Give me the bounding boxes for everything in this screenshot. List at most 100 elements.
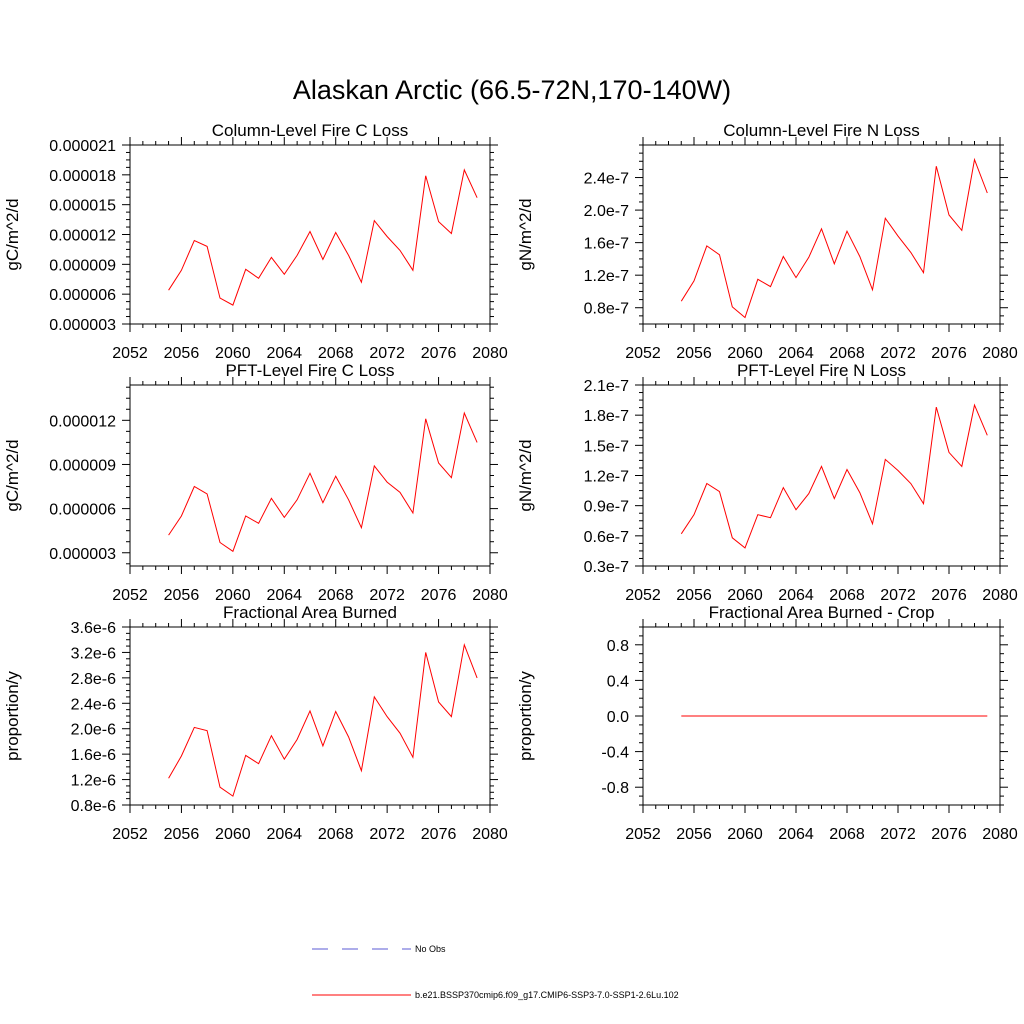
y-tick-label: 0.8e-6 xyxy=(71,798,116,815)
x-tick-label: 2052 xyxy=(112,345,148,362)
x-tick-label: 2080 xyxy=(982,826,1018,843)
x-tick-label: 2080 xyxy=(982,345,1018,362)
x-tick-label: 2060 xyxy=(727,587,763,604)
y-tick-label: -0.4 xyxy=(601,745,629,762)
y-tick-label: 0.8e-7 xyxy=(584,301,629,318)
x-tick-label: 2080 xyxy=(472,345,508,362)
y-tick-label: 3.2e-6 xyxy=(71,645,116,662)
y-axis-label: gC/m^2/d xyxy=(3,439,22,511)
x-tick-label: 2056 xyxy=(164,826,200,843)
x-tick-label: 2060 xyxy=(215,345,251,362)
x-tick-label: 2068 xyxy=(829,345,865,362)
legend-label-model: b.e21.BSSP370cmip6.f09_g17.CMIP6-SSP3-7.… xyxy=(415,990,679,1000)
legend: No Obs b.e21.BSSP370cmip6.f09_g17.CMIP6-… xyxy=(312,944,679,1000)
plot-frame xyxy=(642,384,1001,567)
legend-label-no-obs: No Obs xyxy=(415,944,446,954)
x-tick-label: 2072 xyxy=(880,587,916,604)
y-tick-label: 0.000006 xyxy=(49,287,116,304)
x-tick-label: 2068 xyxy=(318,587,354,604)
x-tick-label: 2064 xyxy=(778,345,814,362)
y-tick-label: 1.2e-6 xyxy=(71,773,116,790)
y-tick-label: 2.8e-6 xyxy=(71,671,116,688)
x-tick-label: 2072 xyxy=(880,826,916,843)
x-tick-label: 2052 xyxy=(112,587,148,604)
series-line xyxy=(680,403,988,549)
y-tick-label: 0.4 xyxy=(607,673,629,690)
x-tick-label: 2060 xyxy=(215,587,251,604)
x-tick-label: 2064 xyxy=(266,345,302,362)
x-tick-label: 2060 xyxy=(215,826,251,843)
chart-panel-3: 2052 2056 2060 2064 2068 2072 2076 2080 0.000003… xyxy=(3,361,508,604)
x-tick-label: 2064 xyxy=(778,826,814,843)
y-tick-label: 0.000009 xyxy=(49,457,116,474)
y-tick-label: 2.0e-6 xyxy=(71,722,116,739)
chart-title: Fractional Area Burned - Crop xyxy=(709,603,935,622)
x-tick-label: 2052 xyxy=(112,826,148,843)
y-tick-label: 0.000021 xyxy=(49,138,116,155)
chart-title: Column-Level Fire C Loss xyxy=(212,121,409,140)
chart-panel-4: 2052 2056 2060 2064 2068 2072 2076 2080 0.3e-7 0.… xyxy=(516,361,1018,604)
y-tick-label: 0.9e-7 xyxy=(584,499,629,516)
y-tick-label: 0.8 xyxy=(607,638,629,655)
chart-title: PFT-Level Fire C Loss xyxy=(225,361,394,380)
y-tick-label: 0.6e-7 xyxy=(584,529,629,546)
plot-frame xyxy=(642,144,1001,325)
x-tick-label: 2064 xyxy=(266,587,302,604)
chart-panel-2: 2052 2056 2060 2064 2068 2072 2076 2080 0.8e-7 1.… xyxy=(516,121,1018,362)
x-tick-label: 2060 xyxy=(727,826,763,843)
y-axis-label: proportion/y xyxy=(3,671,22,761)
x-tick-label: 2064 xyxy=(778,587,814,604)
y-axis-label: gN/m^2/d xyxy=(516,198,535,270)
x-tick-label: 2056 xyxy=(164,587,200,604)
x-tick-label: 2076 xyxy=(421,587,457,604)
x-tick-label: 2068 xyxy=(829,826,865,843)
y-tick-label: 0.000012 xyxy=(49,228,116,245)
y-tick-label: 0.000018 xyxy=(49,168,116,185)
x-tick-label: 2080 xyxy=(982,587,1018,604)
chart-title: Column-Level Fire N Loss xyxy=(723,121,920,140)
series-line xyxy=(168,642,478,797)
y-tick-label: 0.000012 xyxy=(49,413,116,430)
x-tick-label: 2052 xyxy=(625,587,661,604)
y-tick-label: 2.4e-7 xyxy=(584,171,629,188)
y-tick-label: 0.000009 xyxy=(49,257,116,274)
x-tick-label: 2068 xyxy=(829,587,865,604)
plot-frame xyxy=(129,626,491,806)
x-tick-label: 2056 xyxy=(676,587,712,604)
x-tick-label: 2076 xyxy=(931,826,967,843)
chart-title: PFT-Level Fire N Loss xyxy=(737,361,906,380)
series-line xyxy=(168,411,478,553)
x-tick-label: 2052 xyxy=(625,345,661,362)
x-tick-label: 2072 xyxy=(369,826,405,843)
y-tick-label: 1.6e-6 xyxy=(71,747,116,764)
y-axis-label: gN/m^2/d xyxy=(516,439,535,511)
y-tick-label: 0.000003 xyxy=(49,546,116,563)
y-tick-label: 1.2e-7 xyxy=(584,268,629,285)
series-line xyxy=(168,168,478,306)
y-tick-label: 3.6e-6 xyxy=(71,620,116,637)
panels: 2052 2056 2060 2064 2068 2072 2076 2080 0.000003… xyxy=(3,121,1018,843)
chart-panel-6: 2052 2056 2060 2064 2068 2072 2076 2080 -0.8 -0.4… xyxy=(516,603,1018,843)
x-tick-label: 2076 xyxy=(421,826,457,843)
chart-title: Fractional Area Burned xyxy=(223,603,397,622)
x-tick-label: 2068 xyxy=(318,826,354,843)
y-tick-label: 2.1e-7 xyxy=(584,378,629,395)
y-tick-label: 0.0 xyxy=(607,709,629,726)
y-axis-label: proportion/y xyxy=(516,671,535,761)
x-tick-label: 2080 xyxy=(472,587,508,604)
y-tick-label: 0.3e-7 xyxy=(584,559,629,576)
x-tick-label: 2072 xyxy=(880,345,916,362)
series-line xyxy=(680,157,988,319)
x-tick-label: 2076 xyxy=(931,345,967,362)
y-tick-label: 0.000015 xyxy=(49,198,116,215)
y-tick-label: 0.000003 xyxy=(49,317,116,334)
y-tick-label: -0.8 xyxy=(601,780,629,797)
plot-frame xyxy=(129,384,491,567)
chart-panel-5: 2052 2056 2060 2064 2068 2072 2076 2080 0.8e-6 1.… xyxy=(3,603,508,843)
y-tick-label: 0.000006 xyxy=(49,502,116,519)
x-tick-label: 2056 xyxy=(676,826,712,843)
x-tick-label: 2076 xyxy=(931,587,967,604)
x-tick-label: 2072 xyxy=(369,587,405,604)
plot-frame xyxy=(129,144,491,325)
